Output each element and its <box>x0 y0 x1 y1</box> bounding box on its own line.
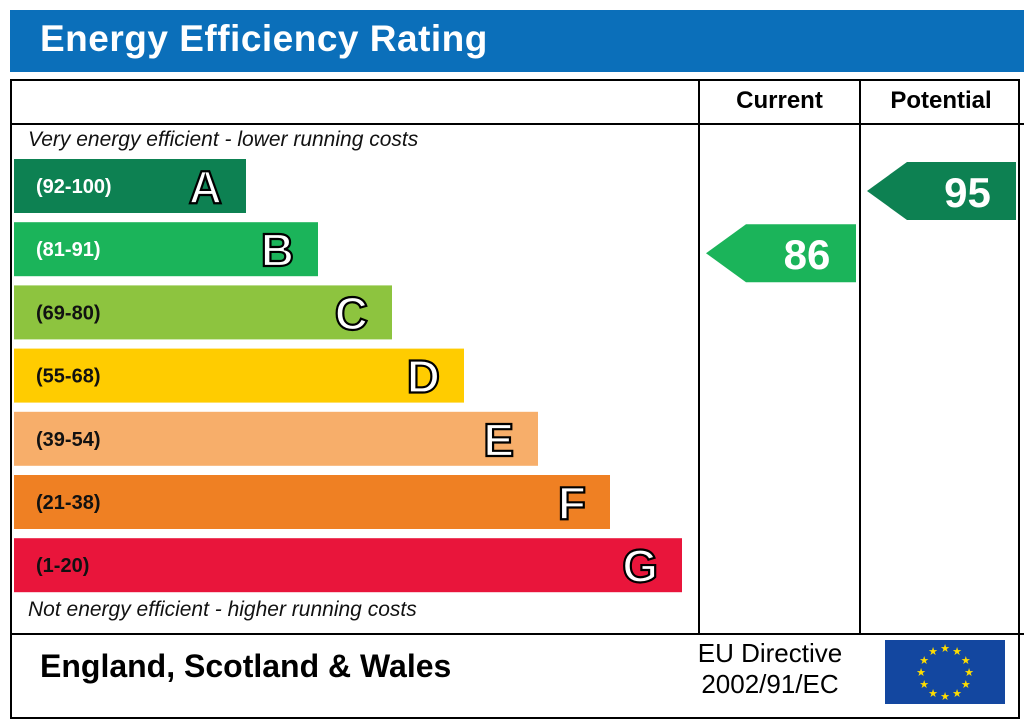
eu-star-icon: ★ <box>919 654 929 667</box>
band-range-c: (69-80) <box>36 302 100 324</box>
potential-rating-value: 95 <box>944 169 991 216</box>
potential-column-header: Potential <box>890 87 992 114</box>
eu-star-icon: ★ <box>916 666 926 679</box>
current-rating-value: 86 <box>784 231 831 278</box>
band-letter-e: E <box>483 414 514 466</box>
potential-rating-arrow <box>867 162 1016 220</box>
band-letter-d: D <box>407 351 440 403</box>
band-letter-a: A <box>189 161 222 213</box>
eu-star-icon: ★ <box>961 654 971 667</box>
top-note: Very energy efficient - lower running co… <box>28 128 419 151</box>
eu-directive-line2: 2002/91/EC <box>701 669 839 699</box>
rating-chart: (92-100) A (81-91) B (69-80) C (55-68) D (39-54)… <box>14 159 1016 593</box>
band-range-e: (39-54) <box>36 429 100 451</box>
header-divider <box>10 123 1024 125</box>
band-bar-f <box>14 475 610 529</box>
band-letter-f: F <box>558 477 586 529</box>
eu-star-icon: ★ <box>964 666 974 679</box>
band-bar-b <box>14 222 318 277</box>
eu-star-icon: ★ <box>952 645 962 658</box>
potential-column-divider <box>859 79 861 635</box>
eu-star-icon: ★ <box>961 678 971 691</box>
current-column-header: Current <box>736 87 823 114</box>
band-range-a: (92-100) <box>36 176 112 198</box>
band-bar-e <box>14 411 538 466</box>
band-letter-c: C <box>335 287 368 339</box>
page-title: Energy Efficiency Rating <box>40 18 488 59</box>
title-bar: Energy Efficiency Rating <box>10 10 1024 72</box>
eu-star-icon: ★ <box>928 645 938 658</box>
eu-flag-icon: ★ ★★★★★★★★★★★ <box>885 640 1005 704</box>
current-rating-arrow <box>706 224 856 283</box>
band-range-f: (21-38) <box>36 492 100 514</box>
bottom-note: Not energy efficient - higher running co… <box>28 598 417 621</box>
eu-star-icon: ★ <box>940 642 950 655</box>
eu-directive-text: EU Directive 2002/91/EC <box>670 638 870 700</box>
band-letter-g: G <box>622 540 658 592</box>
eu-star-icon: ★ <box>919 678 929 691</box>
footer-divider <box>10 633 1024 635</box>
footer-region: England, Scotland & Wales <box>40 648 452 684</box>
band-bar-g <box>14 538 682 593</box>
current-column-divider <box>698 79 700 635</box>
band-range-g: (1-20) <box>36 555 89 577</box>
eu-star-icon: ★ <box>940 690 950 703</box>
band-range-d: (55-68) <box>36 366 100 388</box>
band-bar-c <box>14 285 392 340</box>
band-letter-b: B <box>261 224 294 276</box>
band-bar-a <box>14 159 246 213</box>
eu-star-icon: ★ <box>928 687 938 700</box>
band-bar-d <box>14 348 464 403</box>
band-range-b: (81-91) <box>36 239 100 261</box>
eu-star-icon: ★ <box>952 687 962 700</box>
eu-directive-line1: EU Directive <box>697 638 843 668</box>
